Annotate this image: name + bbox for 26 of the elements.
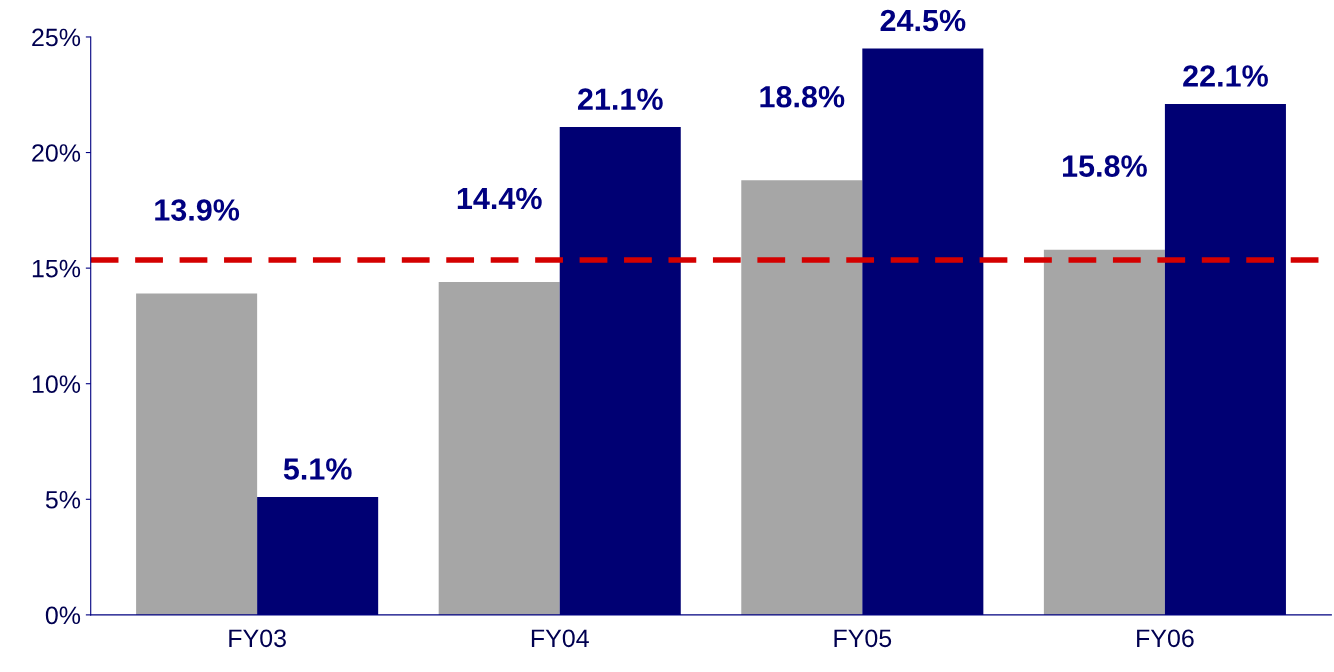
- y-tick-label: 20%: [32, 144, 81, 162]
- bar: [862, 48, 984, 615]
- x-tick-label: FY05: [834, 629, 892, 648]
- data-label: 14.4%: [457, 187, 542, 210]
- bar: [1043, 249, 1165, 615]
- bar: [741, 180, 863, 615]
- bar: [559, 127, 681, 615]
- y-tick-label: 10%: [32, 375, 81, 394]
- bar: [136, 293, 258, 615]
- x-tick-label: FY04: [531, 629, 589, 648]
- y-tick-label: 15%: [32, 259, 81, 278]
- bar: [257, 496, 379, 615]
- data-label: 24.5%: [880, 9, 966, 32]
- data-label: 18.8%: [760, 85, 845, 108]
- data-label: 22.1%: [1183, 65, 1268, 87]
- y-tick-label: 5%: [45, 491, 81, 509]
- data-label: 5.1%: [283, 458, 352, 480]
- x-tick-label: FY06: [1137, 629, 1194, 648]
- x-tick-label: FY03: [229, 629, 286, 648]
- y-tick-label: 25%: [32, 28, 81, 47]
- data-label: 15.8%: [1063, 155, 1147, 177]
- bar: [1164, 104, 1286, 615]
- y-tick-label: 0%: [45, 606, 81, 625]
- data-label: 13.9%: [155, 199, 240, 221]
- data-label: 21.1%: [577, 88, 663, 110]
- bar: [438, 282, 560, 615]
